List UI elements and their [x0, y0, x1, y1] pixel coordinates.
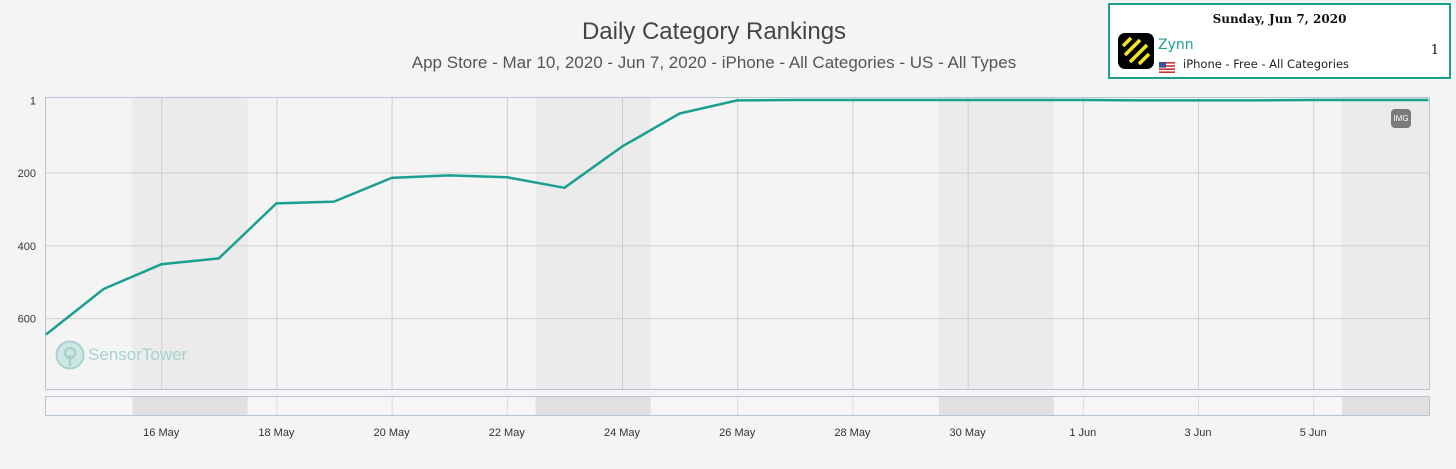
- weekend-band-3: [1342, 98, 1429, 389]
- navigator-band-3: [1342, 397, 1429, 415]
- y-tick-label: 200: [18, 168, 36, 180]
- x-tick-label: 5 Jun: [1300, 427, 1327, 439]
- x-axis-labels: 16 May 18 May 20 May 22 May 24 May 26 May 28 M…: [143, 427, 1327, 439]
- sensortower-logo-icon: [55, 340, 85, 370]
- y-tick-label: 1: [30, 96, 36, 108]
- weekend-band-2: [938, 98, 1054, 389]
- us-flag-icon: [1158, 58, 1176, 74]
- tooltip-rank: 1: [1430, 43, 1439, 58]
- series-line: [45, 98, 1429, 336]
- tooltip-meta: iPhone - Free - All Categories: [1183, 57, 1350, 71]
- plot-border: [45, 97, 1430, 390]
- navigator-band-1: [535, 397, 651, 415]
- navigator-grid: [161, 397, 1315, 415]
- x-tick-label: 1 Jun: [1069, 427, 1096, 439]
- x-tick-label: 22 May: [489, 427, 526, 439]
- weekend-band-0: [132, 98, 248, 389]
- x-tick-label: 20 May: [374, 427, 411, 439]
- x-tick-label: 28 May: [834, 427, 871, 439]
- navigator-band-2: [938, 397, 1054, 415]
- x-tick-label: 30 May: [950, 427, 987, 439]
- chart-subtitle: App Store - Mar 10, 2020 - Jun 7, 2020 -…: [411, 53, 1017, 72]
- y-tick-label: 400: [18, 241, 36, 253]
- weekend-band-1: [535, 98, 651, 389]
- y-tick-label: 600: [18, 314, 36, 326]
- watermark-text: SensorTower: [88, 345, 188, 364]
- chart-tooltip: Sunday, Jun 7, 2020 Zynn iPhone - Free -…: [1108, 3, 1451, 79]
- x-tick-label: 18 May: [258, 427, 295, 439]
- x-tick-label: 24 May: [604, 427, 641, 439]
- chart-title: Daily Category Rankings: [581, 18, 847, 45]
- zynn-app-icon: [1118, 33, 1154, 69]
- weekend-shading: [132, 98, 1429, 389]
- range-navigator: [45, 396, 1430, 416]
- tooltip-date: Sunday, Jun 7, 2020: [1212, 12, 1347, 26]
- image-export-button[interactable]: IMG: [1391, 109, 1411, 128]
- chart-grid: [45, 97, 1429, 389]
- x-tick-label: 16 May: [143, 427, 180, 439]
- tooltip-app-name[interactable]: Zynn: [1158, 37, 1194, 53]
- navigator-band-0: [132, 397, 248, 415]
- x-tick-label: 3 Jun: [1185, 427, 1212, 439]
- y-axis-labels: 1 200 400 600: [18, 96, 36, 326]
- sensortower-watermark: SensorTower: [55, 340, 187, 370]
- x-tick-label: 26 May: [719, 427, 756, 439]
